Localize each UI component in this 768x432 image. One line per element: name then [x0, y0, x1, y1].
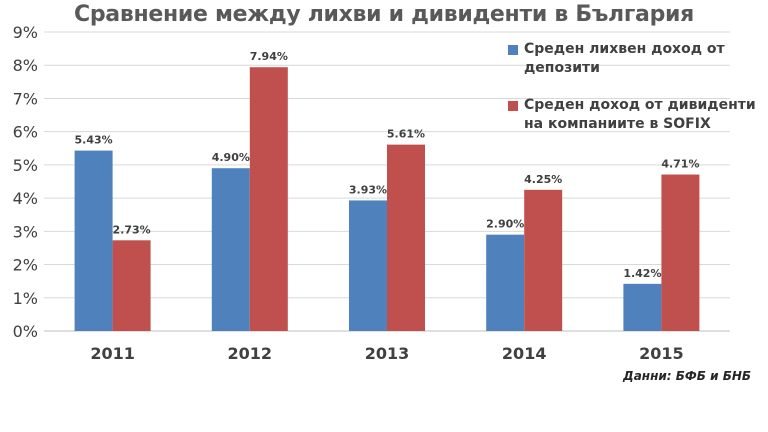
bar [524, 189, 563, 331]
bar [349, 200, 387, 331]
data-label: 4.71% [661, 158, 699, 171]
bar [74, 150, 113, 331]
data-label: 5.61% [387, 128, 425, 141]
bar [623, 283, 662, 331]
y-tick-label: 2% [13, 256, 38, 275]
bar [661, 174, 700, 331]
chart-title: Сравнение между лихви и дивиденти в Бълг… [74, 2, 694, 27]
legend-item: Среден доход от дивиденти на компаниите … [508, 96, 763, 134]
data-label: 5.43% [75, 134, 113, 147]
x-tick-label: 2011 [90, 344, 135, 363]
y-tick-label: 0% [13, 322, 38, 341]
data-label: 1.42% [623, 267, 661, 280]
data-label: 3.93% [349, 183, 387, 196]
y-tick-label: 7% [13, 89, 38, 108]
data-label: 4.25% [524, 173, 562, 186]
legend-item: Среден лихвен доход от депозити [508, 40, 763, 78]
bar [486, 234, 525, 331]
x-tick-label: 2015 [639, 344, 684, 363]
x-tick-label: 2013 [365, 344, 410, 363]
data-source-note: Данни: БФБ и БНБ [623, 369, 752, 383]
y-tick-label: 9% [13, 23, 38, 42]
y-tick-label: 5% [13, 156, 38, 175]
bar [211, 168, 250, 331]
x-tick-label: 2014 [502, 344, 547, 363]
bar [387, 144, 425, 331]
x-tick-label: 2012 [228, 344, 273, 363]
data-label: 7.94% [250, 50, 288, 63]
y-tick-label: 6% [13, 123, 38, 142]
y-tick-label: 4% [13, 189, 38, 208]
data-label: 2.90% [486, 218, 524, 231]
legend-label: Среден лихвен доход от депозити [524, 41, 725, 76]
y-tick-label: 8% [13, 56, 38, 75]
legend-label: Среден доход от дивиденти на компаниите … [524, 97, 756, 132]
y-tick-label: 3% [13, 222, 38, 241]
bar [112, 240, 151, 331]
chart-legend: Среден лихвен доход от депозити Среден до… [508, 40, 763, 152]
legend-swatch [508, 45, 518, 55]
data-label: 4.90% [212, 151, 250, 164]
data-label: 2.73% [113, 223, 151, 236]
legend-swatch [508, 101, 518, 111]
bar [249, 67, 288, 332]
y-tick-label: 1% [13, 289, 38, 308]
